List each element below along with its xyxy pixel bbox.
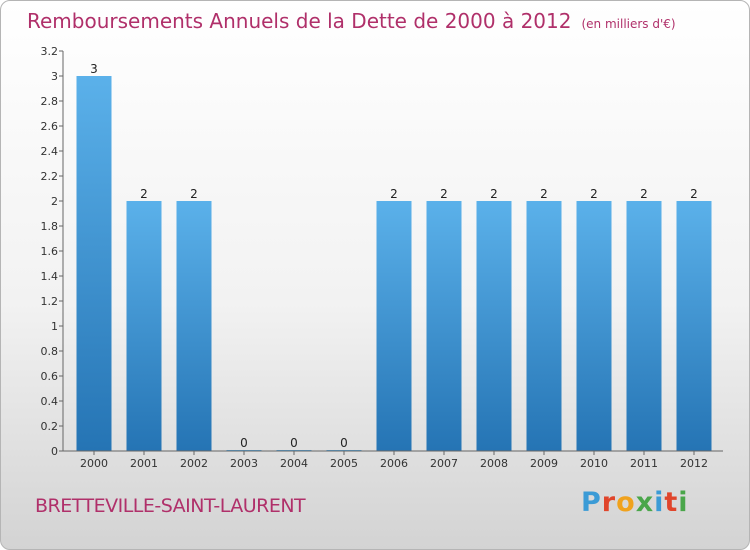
y-tick-label: 1.4: [41, 270, 59, 283]
y-tick-label: 3: [51, 70, 58, 83]
proxiti-logo: Proxiti: [581, 487, 689, 518]
x-tick-label-2007: 2007: [430, 457, 458, 470]
x-tick-label-2011: 2011: [630, 457, 658, 470]
y-tick-label: 1.2: [41, 295, 59, 308]
data-label-2009: 2: [540, 187, 548, 201]
y-tick-label: 2.2: [41, 170, 59, 183]
logo-letter: t: [664, 487, 679, 518]
y-tick-label: 2.6: [41, 120, 59, 133]
bar-2009: [526, 201, 562, 451]
y-tick-label: 0.2: [41, 420, 59, 433]
x-tick-label-2009: 2009: [530, 457, 558, 470]
data-label-2006: 2: [390, 187, 398, 201]
y-tick-label: 2: [51, 195, 58, 208]
bar-2008: [476, 201, 512, 451]
bar-2001: [126, 201, 162, 451]
logo-letter: i: [678, 487, 689, 518]
logo-letter: o: [616, 487, 636, 518]
y-tick-label: 3.2: [41, 45, 59, 58]
bar-2006: [376, 201, 412, 451]
data-label-2000: 3: [90, 62, 98, 76]
bar-2012: [676, 201, 712, 451]
x-tick-label-2005: 2005: [330, 457, 358, 470]
logo-letter: i: [654, 487, 665, 518]
x-tick-label-2003: 2003: [230, 457, 258, 470]
data-label-2007: 2: [440, 187, 448, 201]
y-tick-label: 0.4: [41, 395, 59, 408]
x-tick-label-2002: 2002: [180, 457, 208, 470]
x-tick-label-2000: 2000: [80, 457, 108, 470]
data-label-2005: 0: [340, 436, 348, 450]
y-tick-label: 0.8: [41, 345, 59, 358]
data-label-2008: 2: [490, 187, 498, 201]
chart-unit: (en milliers d'€): [581, 17, 676, 31]
data-label-2010: 2: [590, 187, 598, 201]
x-tick-label-2012: 2012: [680, 457, 708, 470]
data-label-2011: 2: [640, 187, 648, 201]
logo-letter: x: [635, 487, 655, 518]
x-axis: 2000 2001 2002 2003 2004 2005 2006 2007 2008 2009…: [63, 450, 723, 470]
y-axis: 0 0.2 0.4 0.6 0.8 1 1.2 1.4 1.6 1.8 2 2.2 2.4 2.6 2.8 3…: [41, 45, 64, 458]
commune-name: BRETTEVILLE-SAINT-LAURENT: [35, 495, 306, 517]
x-tick-label-2001: 2001: [130, 457, 158, 470]
data-label-2001: 2: [140, 187, 148, 201]
logo-letter: r: [601, 487, 617, 518]
chart-title-text: Remboursements Annuels de la Dette de 20…: [27, 9, 572, 33]
bars: 3 2 2 0 0 0 2 2 2 2 2 2 2: [76, 62, 712, 451]
data-label-2012: 2: [690, 187, 698, 201]
y-tick-label: 0: [51, 445, 58, 458]
y-tick-label: 0.6: [41, 370, 59, 383]
x-tick-label-2008: 2008: [480, 457, 508, 470]
y-tick-label: 1.6: [41, 245, 59, 258]
x-tick-label-2010: 2010: [580, 457, 608, 470]
x-tick-label-2004: 2004: [280, 457, 308, 470]
chart-title: Remboursements Annuels de la Dette de 20…: [27, 9, 676, 33]
logo-letter: P: [581, 487, 602, 518]
bar-2002: [176, 201, 212, 451]
bar-2011: [626, 201, 662, 451]
y-tick-label: 1.8: [41, 220, 59, 233]
data-label-2003: 0: [240, 436, 248, 450]
y-tick-label: 2.4: [41, 145, 59, 158]
y-tick-label: 1: [51, 320, 58, 333]
bar-2007: [426, 201, 462, 451]
data-label-2002: 2: [190, 187, 198, 201]
y-tick-label: 2.8: [41, 95, 59, 108]
bar-2010: [576, 201, 612, 451]
bar-2000: [76, 76, 112, 451]
x-tick-label-2006: 2006: [380, 457, 408, 470]
data-label-2004: 0: [290, 436, 298, 450]
